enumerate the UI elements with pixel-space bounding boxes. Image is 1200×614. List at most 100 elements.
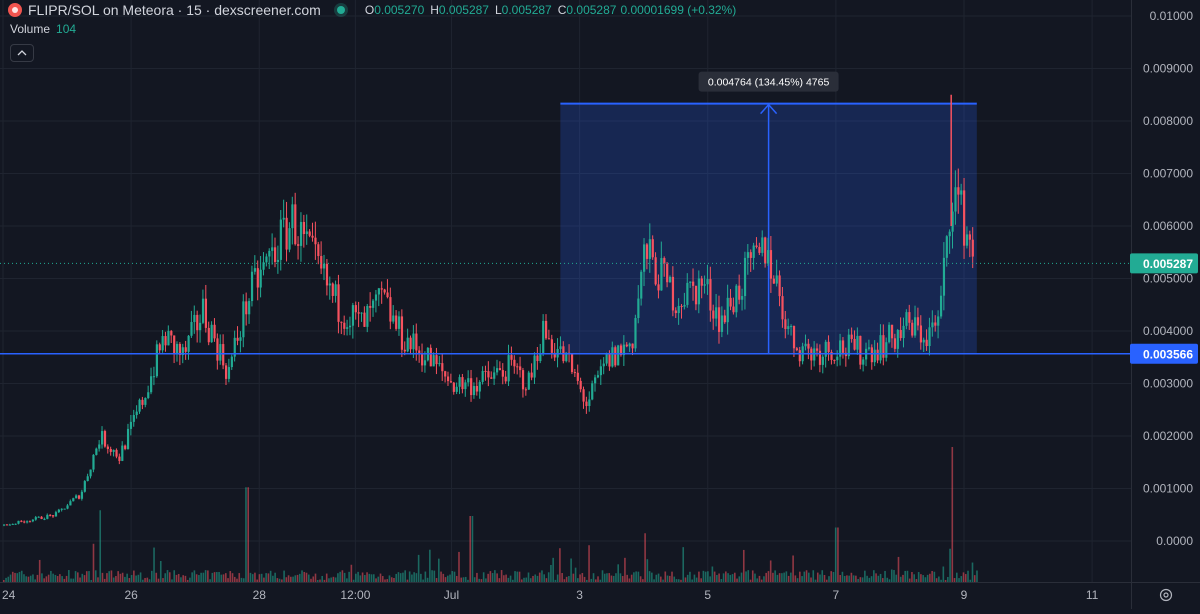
volume-bar bbox=[334, 577, 337, 582]
candle-body bbox=[821, 356, 824, 365]
candle-body bbox=[703, 284, 706, 286]
volume-bar bbox=[121, 572, 124, 582]
volume-bar bbox=[388, 575, 391, 582]
volume-bar bbox=[612, 575, 615, 582]
candle-body bbox=[418, 350, 421, 355]
volume-bar bbox=[823, 575, 826, 582]
volume-bar bbox=[525, 577, 528, 582]
volume-bar bbox=[364, 575, 366, 582]
candle-body bbox=[637, 298, 640, 319]
candle-body bbox=[158, 344, 161, 351]
volume-bar bbox=[372, 574, 375, 582]
candle-body bbox=[686, 282, 689, 305]
volume-bar bbox=[655, 574, 658, 582]
volume-bar bbox=[509, 575, 512, 582]
volume-bar bbox=[962, 572, 965, 582]
volume-bar bbox=[337, 573, 339, 582]
candle-body bbox=[331, 283, 334, 296]
volume-bar bbox=[429, 549, 431, 582]
candle-body bbox=[816, 348, 819, 351]
volume-bar bbox=[312, 576, 315, 582]
volume-bar bbox=[852, 575, 855, 582]
candle-body bbox=[954, 187, 957, 212]
volume-bar bbox=[45, 576, 48, 582]
volume-bar bbox=[870, 576, 873, 582]
candle-body bbox=[446, 376, 450, 382]
candle-body bbox=[199, 322, 202, 331]
volume-bar bbox=[668, 575, 671, 582]
candle-body bbox=[138, 399, 141, 412]
candle-body bbox=[726, 297, 729, 323]
volume-bar bbox=[83, 575, 86, 582]
volume-bar bbox=[686, 574, 689, 582]
volume-bar bbox=[281, 579, 283, 582]
volume-bar bbox=[341, 570, 344, 582]
volume-bar bbox=[357, 571, 359, 582]
candle-body bbox=[69, 501, 72, 506]
volume-bar bbox=[944, 579, 947, 582]
candle-body bbox=[605, 353, 608, 364]
volume-bar bbox=[16, 573, 19, 582]
symbol-title[interactable]: FLIPR/SOL on Meteora · 15 · dexscreener.… bbox=[28, 2, 321, 18]
volume-bar bbox=[973, 575, 976, 582]
x-tick-label: 7 bbox=[833, 588, 840, 602]
volume-bar bbox=[684, 577, 687, 582]
volume-bar bbox=[464, 576, 467, 582]
candle-body bbox=[870, 347, 873, 363]
volume-bar bbox=[236, 578, 238, 582]
candle-body bbox=[452, 382, 455, 392]
chart-settings-button[interactable] bbox=[1155, 584, 1177, 606]
volume-bar bbox=[303, 571, 306, 582]
collapse-legend-button[interactable] bbox=[10, 44, 34, 62]
candle-body bbox=[818, 350, 822, 365]
volume-bar bbox=[931, 570, 933, 582]
candle-body bbox=[340, 321, 343, 323]
candle-body bbox=[173, 335, 176, 354]
candle-body bbox=[570, 354, 574, 373]
candle-body bbox=[98, 444, 101, 449]
candle-body bbox=[135, 411, 138, 416]
volume-bar bbox=[841, 571, 844, 582]
volume-bar bbox=[76, 572, 79, 582]
volume-bar bbox=[500, 570, 503, 582]
candle-body bbox=[677, 305, 680, 314]
volume-bar bbox=[433, 570, 436, 582]
volume-bar bbox=[43, 578, 45, 582]
candle-body bbox=[790, 326, 793, 328]
volume-bar bbox=[20, 570, 23, 582]
volume-bar bbox=[942, 566, 945, 582]
candle-body bbox=[63, 508, 66, 510]
candle-body bbox=[928, 327, 931, 347]
volume-bar bbox=[769, 560, 772, 582]
candle-body bbox=[34, 517, 37, 520]
candle-body bbox=[484, 370, 487, 372]
candle-body bbox=[256, 268, 259, 288]
candle-body bbox=[346, 327, 349, 329]
candle-body bbox=[314, 237, 317, 245]
candle-body bbox=[80, 491, 84, 499]
candle-body bbox=[412, 333, 415, 350]
volume-bar bbox=[14, 572, 16, 582]
volume-bar bbox=[637, 571, 640, 582]
volume-bar bbox=[570, 558, 572, 582]
volume-bar bbox=[451, 571, 454, 582]
candle-body bbox=[882, 335, 885, 358]
ohlc-high-key: H bbox=[430, 3, 439, 17]
candle-body bbox=[804, 343, 807, 347]
volume-bar bbox=[619, 573, 622, 582]
candle-body bbox=[614, 347, 617, 366]
candle-body bbox=[827, 341, 830, 352]
volume-bar bbox=[534, 574, 537, 582]
candle-body bbox=[715, 307, 718, 319]
volume-bar bbox=[792, 555, 794, 582]
volume-bar bbox=[137, 574, 140, 582]
volume-bar bbox=[90, 579, 93, 582]
candle-body bbox=[392, 315, 395, 322]
volume-bar bbox=[310, 578, 312, 582]
volume-bar bbox=[843, 575, 846, 582]
volume-bar bbox=[256, 579, 258, 582]
candle-body bbox=[395, 315, 398, 329]
volume-label[interactable]: Volume bbox=[10, 22, 51, 36]
